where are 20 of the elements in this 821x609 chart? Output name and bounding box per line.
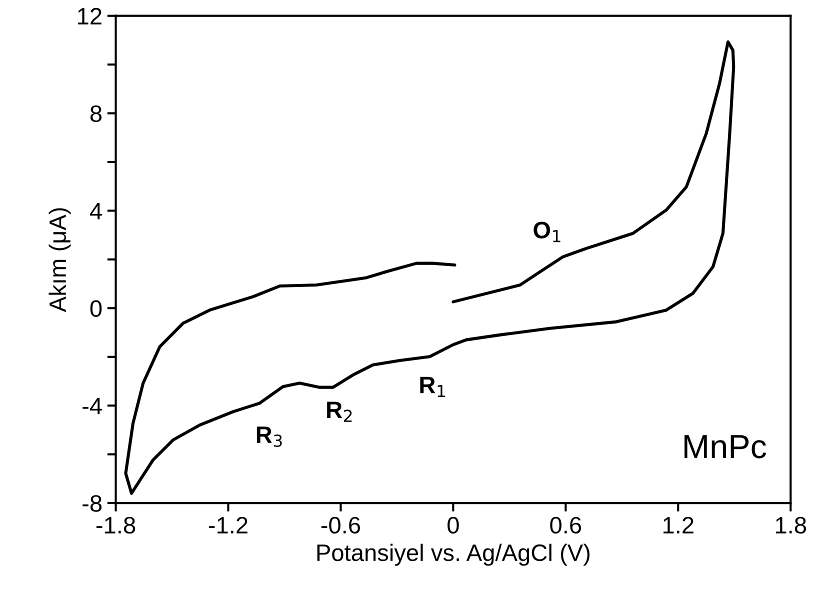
x-tick-label: 0.6 bbox=[550, 516, 582, 534]
x-tick-label: -0.6 bbox=[321, 516, 360, 534]
y-tick-label: 0 bbox=[90, 300, 102, 317]
annotation: R$_{3}$ bbox=[256, 426, 282, 447]
y-tick-label: 12 bbox=[78, 8, 102, 24]
y-axis-title: Akım (μA) bbox=[48, 208, 71, 312]
x-tick-label: 0 bbox=[448, 516, 459, 534]
x-tick-label: -1.2 bbox=[208, 516, 248, 534]
y-tick-label: 4 bbox=[90, 203, 102, 220]
y-tick-label: -4 bbox=[82, 398, 102, 414]
annotation: R$_{1}$ bbox=[420, 376, 445, 398]
y-tick-label: -8 bbox=[82, 495, 102, 512]
x-tick-label: 1.8 bbox=[776, 516, 806, 534]
annotation: O$_{1}$ bbox=[534, 222, 560, 242]
x-axis-title: Potansiyel vs. Ag/AgCl (V) bbox=[317, 544, 590, 566]
annotation: MnPc bbox=[684, 435, 766, 458]
x-tick-label: 1.2 bbox=[664, 516, 694, 534]
y-tick-label: 8 bbox=[90, 105, 102, 122]
annotation: R$_{2}$ bbox=[327, 402, 352, 422]
x-tick-label: -1.8 bbox=[96, 516, 136, 534]
